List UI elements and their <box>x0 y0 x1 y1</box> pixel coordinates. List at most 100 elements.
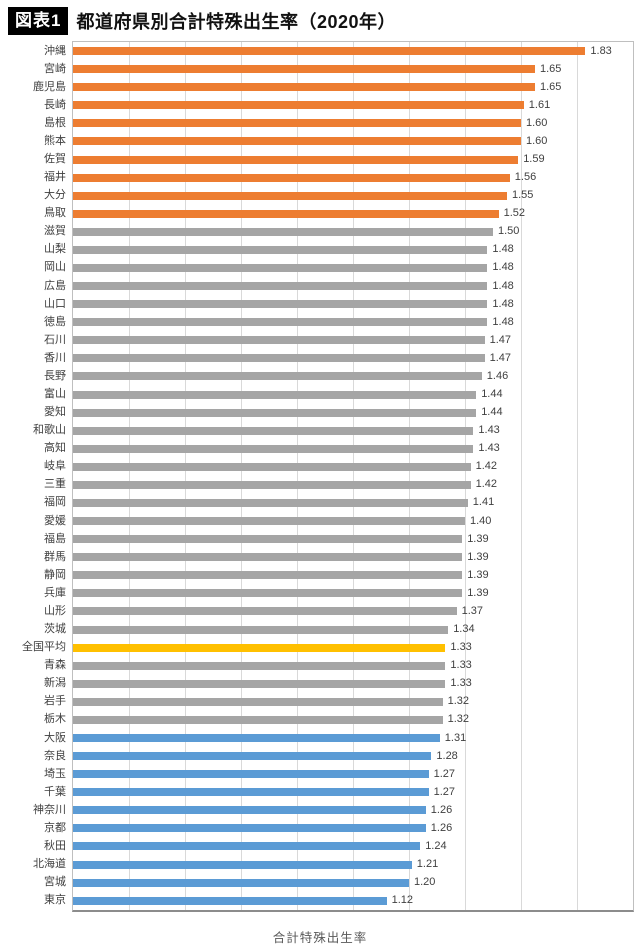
bar <box>73 878 409 887</box>
bar <box>73 300 488 309</box>
category-label: 静岡 <box>44 568 66 581</box>
category-label: 京都 <box>44 821 66 834</box>
value-label: 1.12 <box>391 894 414 907</box>
bar <box>73 643 446 652</box>
category-label: 東京 <box>44 894 66 907</box>
category-label: 福岡 <box>44 496 66 509</box>
chart-row: 石川 1.47 <box>44 331 633 349</box>
category-label: 兵庫 <box>44 586 66 599</box>
category-label: 新潟 <box>44 677 66 690</box>
chart-row: 大阪 1.31 <box>44 729 633 747</box>
gridline <box>521 42 522 910</box>
chart-row: 高知 1.43 <box>44 440 633 458</box>
bar <box>73 553 463 562</box>
chart-row: 長野 1.46 <box>44 367 633 385</box>
category-label: 高知 <box>44 442 66 455</box>
bar <box>73 354 485 363</box>
value-label: 1.43 <box>478 442 500 455</box>
category-label: 神奈川 <box>33 803 66 816</box>
category-label: 広島 <box>44 279 66 292</box>
bar <box>73 517 465 526</box>
gridline <box>185 42 186 910</box>
bar <box>73 589 463 598</box>
bar <box>73 372 482 381</box>
bar-rows-container: 沖縄 1.83 宮崎 1.65 鹿児島 1.65 長崎 1.61 島根 1.60 熊本 1.60 佐賀 1… <box>22 42 633 910</box>
value-label: 1.42 <box>475 460 498 473</box>
category-label: 鹿児島 <box>33 80 66 93</box>
category-label: 鳥取 <box>44 207 66 220</box>
value-label: 1.40 <box>470 514 492 527</box>
value-label: 1.47 <box>489 333 512 346</box>
value-label: 1.33 <box>450 641 472 654</box>
chart-row: 秋田 1.24 <box>44 837 633 855</box>
category-label: 香川 <box>44 351 66 364</box>
value-label: 1.48 <box>492 315 514 328</box>
category-label: 大分 <box>44 189 66 202</box>
value-label: 1.44 <box>481 388 503 401</box>
value-label: 1.39 <box>467 568 489 581</box>
chart-row: 長崎 1.61 <box>44 96 633 114</box>
category-label: 岐阜 <box>44 460 66 473</box>
category-label: 栃木 <box>44 713 66 726</box>
chart-row: 福岡 1.41 <box>44 494 633 512</box>
chart-row: 鳥取 1.52 <box>44 205 633 223</box>
chart-row: 全国平均 1.33 <box>22 639 633 657</box>
chart-row: 愛媛 1.40 <box>44 512 633 530</box>
value-label: 1.48 <box>492 279 514 292</box>
chart-row: 山口 1.48 <box>44 295 633 313</box>
chart-row: 静岡 1.39 <box>44 566 633 584</box>
bar <box>73 282 488 291</box>
bar <box>73 227 493 236</box>
chart-row: 青森 1.33 <box>44 657 633 675</box>
category-label: 宮崎 <box>44 62 66 75</box>
value-label: 1.59 <box>523 153 545 165</box>
bar <box>73 480 471 489</box>
bar <box>73 734 440 742</box>
bar <box>73 788 429 797</box>
chart-row: 香川 1.47 <box>44 349 633 367</box>
value-label: 1.32 <box>447 695 470 708</box>
value-label: 1.33 <box>450 677 472 690</box>
gridline <box>577 42 578 910</box>
bar <box>73 263 488 272</box>
chart-row: 神奈川 1.26 <box>33 801 633 819</box>
value-label: 1.61 <box>528 98 551 111</box>
chart-row: 富山 1.44 <box>44 385 633 403</box>
category-label: 茨城 <box>44 623 66 636</box>
category-label: 大阪 <box>44 731 66 744</box>
value-label: 1.37 <box>461 604 484 617</box>
chart-row: 宮崎 1.65 <box>44 60 633 78</box>
category-label: 石川 <box>44 333 66 346</box>
bar <box>73 426 474 435</box>
page-title: 都道府県別合計特殊出生率（2020年） <box>76 12 397 32</box>
category-label: 富山 <box>44 388 66 401</box>
bar <box>73 191 507 200</box>
bar <box>73 697 443 706</box>
bar <box>73 715 443 724</box>
bar <box>73 444 474 453</box>
bar <box>73 83 535 92</box>
value-label: 1.48 <box>492 243 514 256</box>
chart-row: 和歌山 1.43 <box>33 422 633 440</box>
chart-row: 福島 1.39 <box>44 530 633 548</box>
chart-row: 愛知 1.44 <box>44 404 633 422</box>
chart-row: 三重 1.42 <box>44 476 633 494</box>
category-label: 滋賀 <box>44 225 66 238</box>
value-label: 1.26 <box>430 803 453 816</box>
category-label: 三重 <box>44 478 66 491</box>
value-label: 1.65 <box>540 62 562 75</box>
value-label: 1.32 <box>447 713 470 726</box>
category-label: 和歌山 <box>33 424 66 437</box>
chart-row: 佐賀 1.59 <box>44 150 633 168</box>
bar <box>73 65 535 74</box>
chart-row: 京都 1.26 <box>44 819 633 837</box>
value-label: 1.48 <box>492 297 514 310</box>
category-label: 熊本 <box>44 134 66 147</box>
chart-row: 沖縄 1.83 <box>44 42 633 60</box>
bar <box>73 860 412 869</box>
chart-row: 山形 1.37 <box>44 602 633 620</box>
gridline <box>241 42 242 910</box>
bar <box>73 896 387 905</box>
value-label: 1.52 <box>503 207 526 220</box>
